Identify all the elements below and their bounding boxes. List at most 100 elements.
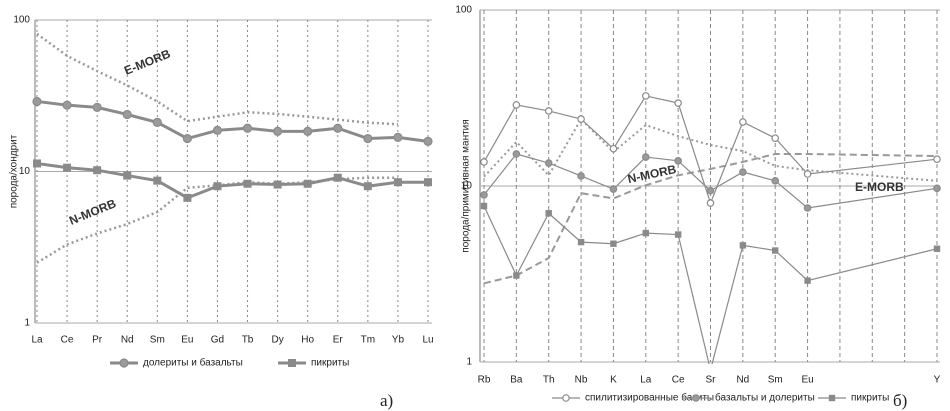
marker bbox=[153, 176, 162, 185]
marker bbox=[512, 101, 521, 109]
series-line bbox=[483, 95, 938, 205]
marker bbox=[423, 136, 433, 147]
x-tick-label: Nd bbox=[121, 335, 134, 346]
x-tick-label: Sm bbox=[150, 335, 165, 346]
marker bbox=[424, 178, 432, 187]
y-axis-title: порода/хондрит bbox=[9, 134, 20, 208]
marker bbox=[562, 394, 570, 402]
marker bbox=[577, 172, 585, 180]
marker bbox=[577, 115, 585, 123]
marker bbox=[333, 123, 343, 133]
x-tick-label: Rb bbox=[478, 375, 491, 386]
x-tick-label: Lu bbox=[422, 335, 433, 346]
x-tick-label: Ho bbox=[301, 335, 314, 346]
y-tick-label: 100 bbox=[13, 15, 30, 26]
x-tick-label: Y bbox=[934, 375, 941, 386]
y-tick-label: 10 bbox=[19, 166, 31, 177]
x-tick-label: La bbox=[31, 335, 43, 346]
marker bbox=[303, 126, 313, 136]
marker bbox=[62, 100, 72, 110]
marker bbox=[803, 204, 812, 212]
marker bbox=[828, 394, 836, 402]
marker bbox=[739, 168, 747, 176]
x-tick-label: Ce bbox=[61, 335, 74, 346]
marker bbox=[480, 202, 488, 210]
legend-label: долериты и базальты bbox=[143, 357, 243, 369]
marker bbox=[512, 150, 521, 158]
series-line bbox=[483, 153, 938, 209]
x-tick-label: La bbox=[640, 375, 652, 386]
marker bbox=[771, 134, 780, 142]
x-tick-label: Th bbox=[543, 375, 555, 386]
marker bbox=[393, 132, 403, 142]
marker bbox=[513, 272, 520, 279]
x-tick-label: Ce bbox=[672, 375, 685, 386]
y-tick-label: 10 bbox=[461, 181, 473, 192]
legend-label: спилитизированные базиты bbox=[585, 392, 714, 404]
marker bbox=[609, 144, 618, 153]
x-tick-label: Tm bbox=[361, 335, 375, 346]
x-tick-label: Eu bbox=[181, 335, 193, 346]
marker bbox=[212, 125, 223, 135]
x-tick-label: Pr bbox=[92, 335, 103, 346]
marker bbox=[303, 179, 312, 188]
y-axis-title: порода/примитивная мантия bbox=[461, 119, 472, 252]
x-tick-label: Ba bbox=[510, 375, 523, 386]
marker bbox=[544, 107, 553, 115]
marker bbox=[674, 157, 682, 165]
reference-label: E-MORB bbox=[122, 46, 173, 77]
marker bbox=[577, 238, 585, 246]
marker bbox=[122, 109, 132, 120]
y-tick-label: 100 bbox=[455, 5, 472, 16]
reference-label: N-MORB bbox=[67, 196, 118, 228]
marker bbox=[152, 117, 162, 127]
marker bbox=[273, 180, 282, 189]
x-tick-label: Gd bbox=[211, 335, 224, 346]
series-line bbox=[36, 161, 428, 200]
y-tick-label: 1 bbox=[466, 357, 472, 368]
marker bbox=[674, 99, 682, 107]
marker bbox=[243, 179, 252, 188]
marker bbox=[480, 191, 488, 199]
legend-label: пикриты bbox=[851, 393, 889, 404]
reference-label: E-MORB bbox=[855, 180, 904, 194]
marker bbox=[242, 123, 253, 133]
marker bbox=[674, 231, 682, 238]
marker bbox=[803, 170, 812, 178]
marker bbox=[92, 102, 102, 112]
marker bbox=[692, 394, 700, 402]
marker bbox=[609, 185, 618, 193]
panel-label: а) bbox=[380, 391, 393, 410]
marker bbox=[706, 186, 715, 195]
marker bbox=[771, 177, 780, 185]
marker bbox=[363, 133, 373, 144]
marker bbox=[641, 153, 650, 161]
marker bbox=[32, 96, 42, 107]
marker bbox=[93, 166, 102, 175]
series-line bbox=[36, 99, 429, 143]
marker bbox=[544, 159, 553, 167]
marker bbox=[123, 171, 132, 180]
marker bbox=[804, 277, 811, 284]
legend-label: пикриты bbox=[311, 358, 349, 369]
marker bbox=[739, 118, 747, 126]
marker bbox=[363, 182, 372, 191]
marker bbox=[63, 163, 72, 172]
marker bbox=[183, 193, 192, 202]
x-tick-label: Eu bbox=[801, 375, 813, 386]
x-tick-label: Nd bbox=[736, 375, 749, 386]
x-tick-label: Sm bbox=[768, 375, 783, 386]
panel-label: б) bbox=[893, 391, 907, 410]
marker bbox=[288, 359, 296, 367]
marker bbox=[545, 210, 552, 217]
series-line bbox=[483, 205, 938, 364]
x-tick-label: Er bbox=[333, 335, 344, 346]
marker bbox=[213, 182, 222, 191]
marker bbox=[739, 242, 747, 249]
x-tick-label: Dy bbox=[271, 335, 283, 346]
marker bbox=[933, 245, 941, 252]
marker bbox=[642, 229, 649, 237]
x-tick-label: Tb bbox=[242, 335, 254, 346]
x-tick-label: Yb bbox=[392, 335, 405, 346]
